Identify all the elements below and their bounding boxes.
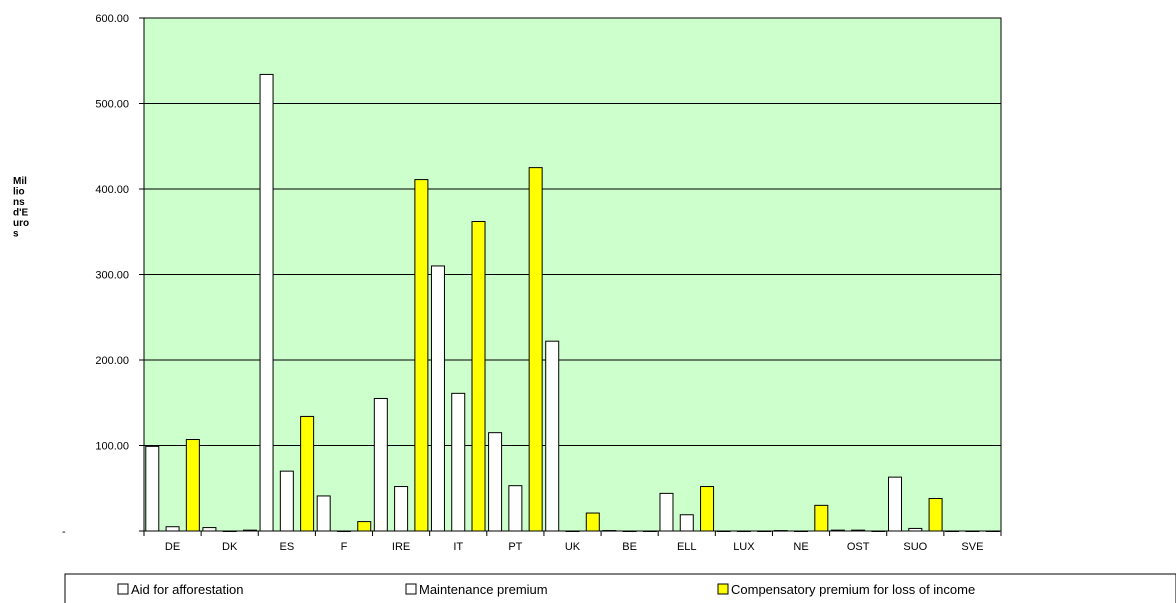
legend-label-1: Maintenance premium — [419, 582, 548, 597]
bar-ne-series-2 — [814, 504, 829, 532]
bar-ost-series-1 — [851, 529, 866, 532]
bar-dk-series-0 — [202, 527, 217, 532]
bar-ell-series-2 — [700, 486, 715, 532]
bar-sve-series-2 — [985, 530, 1000, 532]
y-tick-label: 300.00 — [95, 270, 129, 282]
x-tick-label: DK — [222, 541, 238, 553]
bar-ell-series-1 — [679, 514, 694, 532]
legend-swatch-0 — [117, 583, 129, 595]
y-axis-label-line: s — [13, 229, 19, 240]
bar-pt-series-2 — [528, 167, 543, 532]
y-tick-label: - — [62, 526, 66, 538]
bars — [145, 73, 1000, 532]
bar-dk-series-1 — [222, 530, 237, 532]
bar-ne-series-1 — [794, 530, 809, 532]
bar-pt-series-1 — [508, 485, 523, 532]
bar-lux-series-2 — [757, 530, 772, 532]
bar-ire-series-0 — [373, 397, 388, 532]
x-tick-label: SVE — [961, 541, 983, 553]
x-tick-label: BE — [622, 541, 637, 553]
y-tick-label: 500.00 — [95, 99, 129, 111]
bar-suo-series-1 — [908, 527, 923, 532]
bar-ire-series-2 — [414, 179, 429, 532]
y-axis-ticks: - 100.00 200.00 300.00 400.00 500.00 600.00 — [62, 13, 144, 538]
bar-f-series-2 — [357, 521, 372, 532]
x-tick-label: PT — [508, 541, 522, 553]
bar-de-series-2 — [185, 439, 200, 532]
x-tick-label: NE — [793, 541, 808, 553]
bar-ost-series-2 — [871, 530, 886, 532]
x-tick-label: IT — [453, 541, 463, 553]
x-tick-label: ELL — [677, 541, 697, 553]
bar-de-series-1 — [165, 526, 180, 532]
bar-it-series-0 — [430, 265, 445, 532]
bar-ire-series-1 — [394, 486, 409, 532]
y-tick-label: 400.00 — [95, 184, 129, 196]
bar-be-series-1 — [622, 530, 637, 532]
bar-be-series-0 — [602, 530, 617, 532]
bar-ost-series-0 — [830, 529, 845, 532]
bar-pt-series-0 — [488, 432, 503, 532]
bar-ell-series-0 — [659, 492, 674, 532]
y-tick-label: 100.00 — [95, 441, 129, 453]
bar-f-series-1 — [336, 530, 351, 532]
bar-be-series-2 — [642, 530, 657, 532]
x-tick-label: IRE — [392, 541, 410, 553]
bar-suo-series-0 — [888, 476, 903, 532]
bar-de-series-0 — [145, 445, 160, 532]
bar-it-series-2 — [471, 220, 486, 532]
x-axis-ticks: DE DK ES F IRE IT PT UK BE ELL LUX NE OST SUO SVE — [143, 531, 1002, 553]
bar-es-series-1 — [279, 470, 294, 532]
legend-label-0: Aid for afforestation — [131, 582, 244, 597]
y-tick-label: 200.00 — [95, 355, 129, 367]
bar-ne-series-0 — [773, 530, 788, 532]
y-axis-label-line: lio — [13, 187, 25, 198]
y-axis-label-line: d'E — [13, 208, 28, 219]
y-tick-label: 600.00 — [95, 13, 129, 25]
bar-dk-series-2 — [242, 529, 257, 532]
legend-label-2: Compensatory premium for loss of income — [731, 582, 975, 597]
legend-swatch-1 — [405, 583, 417, 595]
bar-f-series-0 — [316, 495, 331, 532]
y-axis-label-line: uro — [13, 218, 29, 229]
bar-it-series-1 — [451, 392, 466, 532]
x-tick-label: SUO — [903, 541, 927, 553]
x-tick-label: DE — [165, 541, 180, 553]
bar-suo-series-2 — [928, 498, 943, 532]
bar-lux-series-0 — [716, 530, 731, 532]
legend-swatch-2 — [717, 583, 729, 595]
x-tick-label: ES — [279, 541, 294, 553]
bar-sve-series-1 — [965, 530, 980, 532]
bar-lux-series-1 — [736, 530, 751, 532]
x-tick-label: LUX — [733, 541, 755, 553]
legend: Aid for afforestation Maintenance premium… — [64, 573, 1176, 603]
y-axis-label-line: Mil — [13, 176, 27, 187]
bar-sve-series-0 — [945, 530, 960, 532]
bar-uk-series-2 — [585, 512, 600, 532]
bar-es-series-2 — [300, 415, 315, 532]
legend-box — [64, 573, 1176, 603]
x-tick-label: OST — [847, 541, 870, 553]
bar-uk-series-0 — [545, 340, 560, 532]
bar-uk-series-1 — [565, 530, 580, 532]
gridlines — [144, 103, 1001, 446]
x-tick-label: UK — [565, 541, 581, 553]
bar-es-series-0 — [259, 73, 274, 532]
y-axis-label-line: ns — [13, 197, 25, 208]
x-tick-label: F — [341, 541, 348, 553]
